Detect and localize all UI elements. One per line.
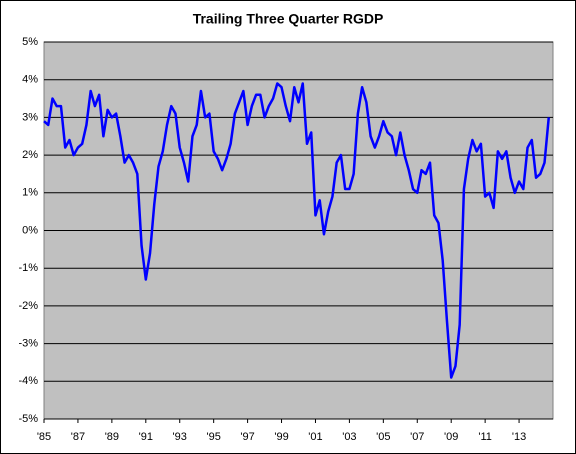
x-tick-label: '13: [512, 431, 526, 443]
data-line: [43, 82, 551, 379]
y-tick-label: 0%: [22, 224, 38, 236]
x-tick-label: '07: [410, 431, 424, 443]
y-tick-label: 1%: [22, 187, 38, 199]
x-tick-label: '11: [478, 431, 492, 443]
x-tick-label: '95: [206, 431, 220, 443]
x-tick-label: '09: [444, 431, 458, 443]
y-tick-label: -2%: [18, 300, 38, 312]
y-tick-label: 3%: [22, 111, 38, 123]
x-tick-label: '01: [308, 431, 322, 443]
y-tick-label: -5%: [18, 413, 38, 425]
x-tick-label: '91: [139, 431, 153, 443]
x-tick-label: '03: [342, 431, 356, 443]
x-tick-label: '93: [173, 431, 187, 443]
x-tick-label: '05: [376, 431, 390, 443]
y-tick-label: 2%: [22, 149, 38, 161]
x-tick-label: '89: [105, 431, 119, 443]
y-tick-label: -3%: [18, 338, 38, 350]
y-tick-label: 4%: [22, 74, 38, 86]
y-tick-label: -4%: [18, 375, 38, 387]
x-tick-label: '97: [240, 431, 254, 443]
chart-title: Trailing Three Quarter RGDP: [193, 11, 384, 27]
x-tick-label: '87: [71, 431, 85, 443]
x-tick-label: '85: [37, 431, 51, 443]
y-tick-label: 5%: [22, 36, 38, 48]
y-tick-label: -1%: [18, 262, 38, 274]
x-tick-label: '99: [274, 431, 288, 443]
